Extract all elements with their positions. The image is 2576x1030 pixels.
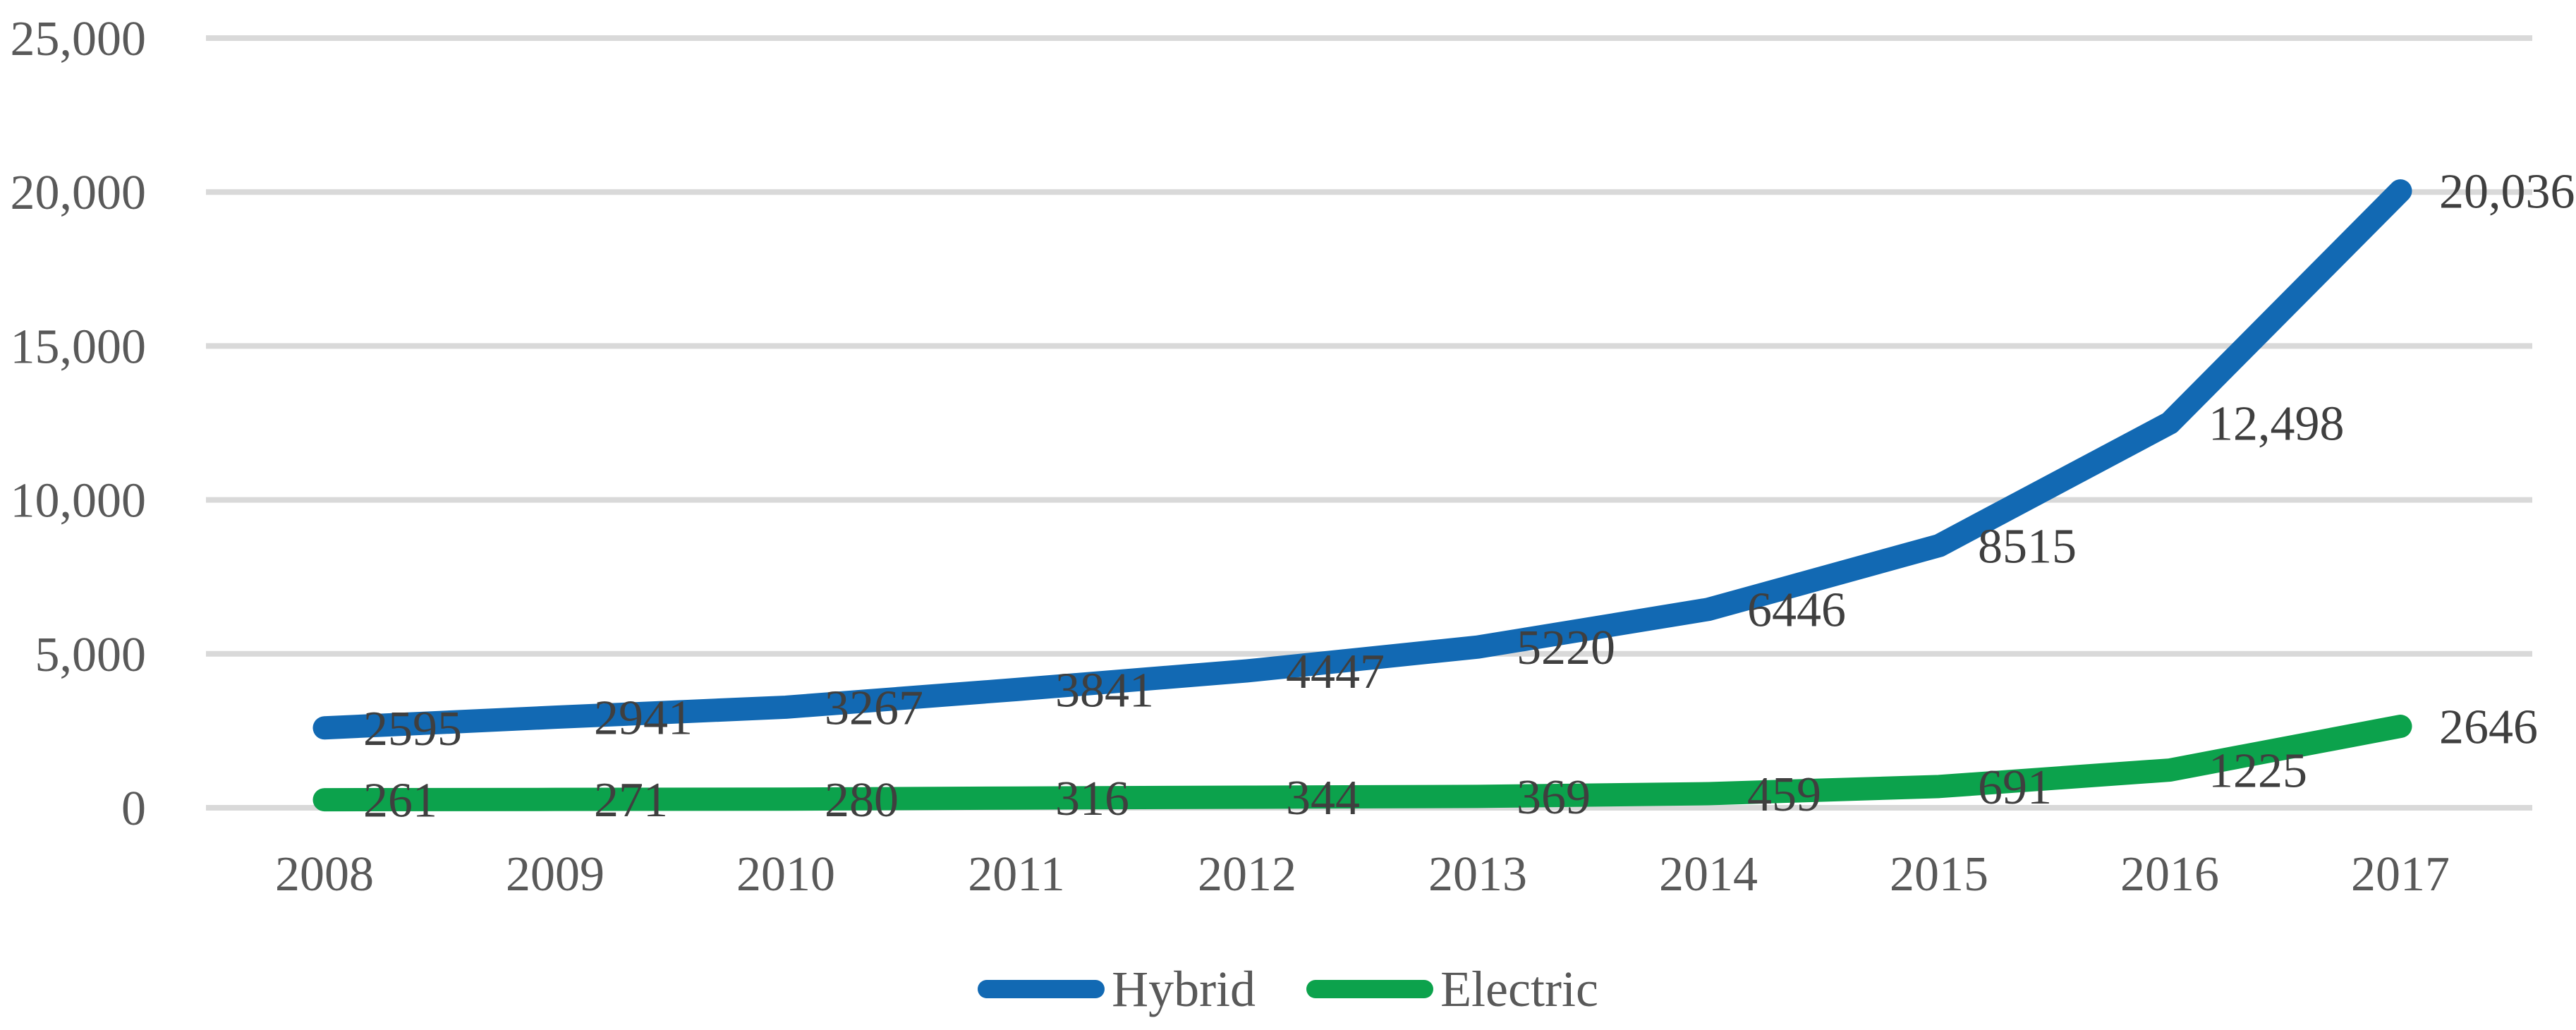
y-axis-tick-label: 5,000 bbox=[35, 628, 147, 682]
hybrid-data-label: 8515 bbox=[1978, 519, 2077, 574]
hybrid-line bbox=[312, 179, 2412, 740]
hybrid-data-label: 2941 bbox=[594, 691, 693, 746]
hybrid-line-swatch bbox=[978, 980, 1105, 998]
x-axis-tick-label: 2015 bbox=[1890, 847, 1988, 902]
electric-data-label: 344 bbox=[1286, 771, 1360, 825]
legend-item-electric: Electric bbox=[1306, 964, 1598, 1014]
x-axis-tick-label: 2008 bbox=[275, 847, 374, 902]
x-axis-tick-label: 2017 bbox=[2351, 847, 2450, 902]
y-axis-tick-label: 20,000 bbox=[11, 166, 147, 220]
x-axis-tick-label: 2010 bbox=[736, 847, 835, 902]
y-axis-tick-label: 15,000 bbox=[11, 320, 147, 374]
hybrid-data-label: 2595 bbox=[363, 702, 462, 756]
hybrid-data-label: 6446 bbox=[1747, 583, 1846, 638]
electric-data-label: 316 bbox=[1055, 772, 1129, 826]
hybrid-data-label: 5220 bbox=[1517, 621, 1615, 675]
electric-data-label: 369 bbox=[1517, 770, 1591, 825]
electric-data-label: 261 bbox=[363, 774, 437, 828]
x-axis-tick-label: 2016 bbox=[2120, 847, 2219, 902]
electric-data-label: 271 bbox=[594, 773, 668, 828]
legend-item-hybrid: Hybrid bbox=[978, 964, 1256, 1014]
y-axis-tick-label: 0 bbox=[121, 782, 146, 836]
hybrid-data-label: 12,498 bbox=[2209, 397, 2345, 452]
x-axis-tick-label: 2014 bbox=[1659, 847, 1758, 902]
electric-line-swatch bbox=[1306, 980, 1434, 998]
electric-data-label: 280 bbox=[825, 773, 899, 828]
x-axis-tick-label: 2009 bbox=[506, 847, 604, 902]
legend-label-hybrid: Hybrid bbox=[1112, 961, 1256, 1017]
x-axis-tick-label: 2013 bbox=[1428, 847, 1527, 902]
y-axis-tick-label: 10,000 bbox=[11, 474, 147, 528]
x-axis-tick-label: 2012 bbox=[1198, 847, 1296, 902]
electric-data-label: 2646 bbox=[2439, 701, 2538, 755]
hybrid-data-label: 20,036 bbox=[2439, 165, 2575, 219]
y-axis-tick-label: 25,000 bbox=[11, 12, 147, 66]
electric-data-label: 691 bbox=[1978, 761, 2052, 815]
hybrid-data-label: 3841 bbox=[1055, 663, 1154, 717]
legend-label-electric: Electric bbox=[1440, 961, 1598, 1017]
hybrid-data-label: 4447 bbox=[1286, 645, 1385, 699]
chart-legend: Hybrid Electric bbox=[0, 954, 2576, 1024]
electric-data-label: 1225 bbox=[2209, 744, 2307, 799]
hybrid-data-label: 3267 bbox=[825, 681, 923, 735]
electric-line bbox=[312, 715, 2412, 812]
x-axis-tick-label: 2011 bbox=[968, 847, 1064, 902]
electric-data-label: 459 bbox=[1747, 768, 1821, 822]
